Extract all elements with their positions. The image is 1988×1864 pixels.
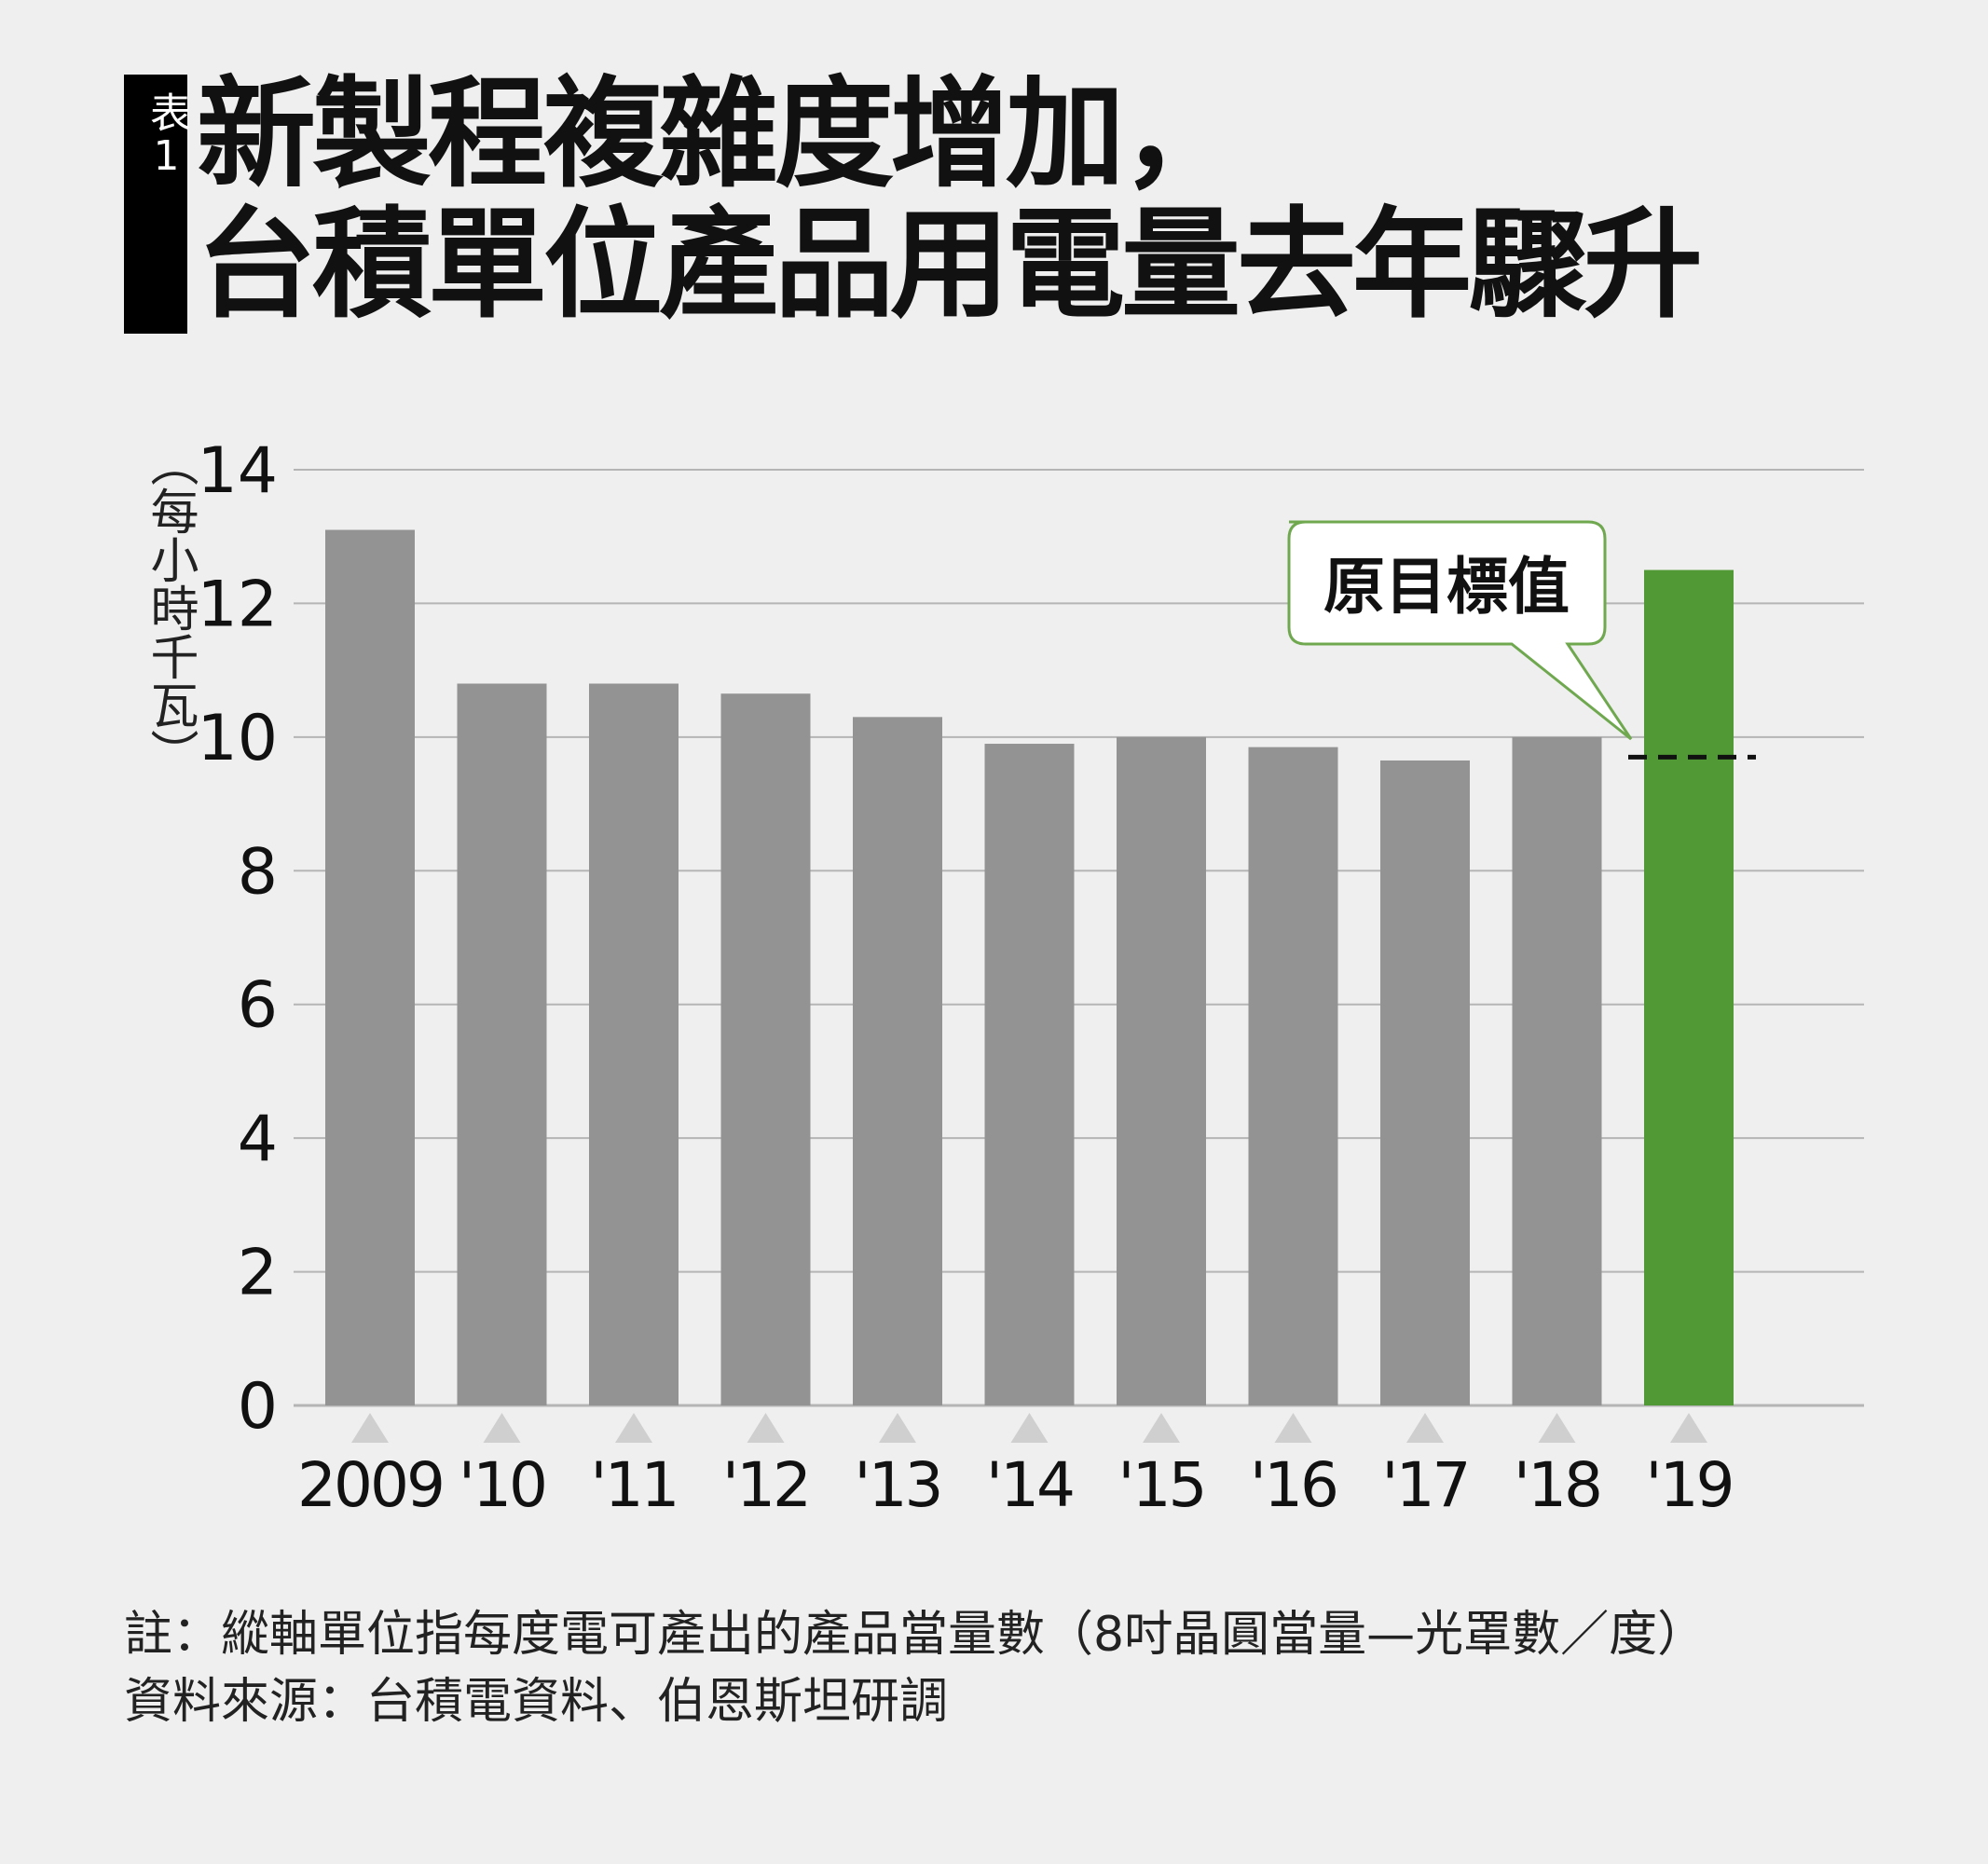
y-tick-label: 6 <box>238 969 278 1043</box>
x-marker-triangle <box>879 1413 916 1443</box>
x-marker-triangle <box>351 1413 389 1443</box>
x-tick-label: '17 <box>1381 1449 1468 1521</box>
x-tick-label: '18 <box>1514 1449 1600 1521</box>
y-axis-label: （每小時千瓦） <box>142 438 198 777</box>
table-number-label: 表1 <box>143 91 190 180</box>
x-tick-label: '19 <box>1645 1449 1732 1521</box>
x-tick-label: '13 <box>854 1449 940 1521</box>
chart-title-line-2: 台積單位產品用電量去年驟升 <box>197 196 1703 335</box>
footnote: 註：縱軸單位指每度電可產出的產品當量數（8吋晶圓當量—光罩數／度） 資料來源：台… <box>124 1601 1706 1735</box>
target-callout-label: 原目標值 <box>1323 551 1570 623</box>
x-marker-triangle <box>1274 1413 1312 1443</box>
x-tick-label: '14 <box>986 1449 1073 1521</box>
bar <box>853 717 942 1405</box>
bars <box>325 529 1734 1405</box>
x-tick-label: '16 <box>1250 1449 1337 1521</box>
x-marker-triangle <box>483 1413 521 1443</box>
y-tick-label: 14 <box>197 434 278 508</box>
x-marker-triangle <box>1670 1413 1707 1443</box>
x-tick-label: '12 <box>722 1449 809 1521</box>
y-tick-label: 10 <box>197 702 278 775</box>
bar-chart: 0 2 4 6 8 10 12 14 2009'10 '11 '12 '13 '14 '15 '16 '17… <box>197 434 1864 1521</box>
footnote-source: 資料來源：台積電資料、伯恩斯坦研調 <box>124 1674 949 1730</box>
footnote-note: 註：縱軸單位指每度電可產出的產品當量數（8吋晶圓當量—光罩數／度） <box>124 1607 1707 1663</box>
x-marker-triangle <box>1538 1413 1576 1443</box>
bar-highlight <box>1644 569 1734 1405</box>
y-tick-label: 8 <box>238 835 278 909</box>
x-tick-label: 2009 <box>297 1449 443 1521</box>
y-tick-label: 4 <box>238 1103 278 1176</box>
x-tick-label: '10 <box>459 1449 545 1521</box>
x-marker-triangle <box>1010 1413 1049 1443</box>
bar <box>1248 747 1338 1405</box>
x-marker-triangle <box>747 1413 785 1443</box>
x-tick-labels: 2009'10 '11 '12 '13 '14 '15 '16 '17 '18 '19 <box>297 1449 1735 1521</box>
bar <box>1380 760 1470 1405</box>
target-callout-box <box>1287 520 1633 741</box>
bar <box>1512 736 1602 1405</box>
bar <box>984 744 1075 1405</box>
x-tick-label: '11 <box>590 1449 677 1521</box>
y-tick-label: 0 <box>238 1370 278 1444</box>
target-annotation: 原目標值 <box>1287 520 1756 760</box>
x-tick-label: '15 <box>1117 1449 1204 1521</box>
x-marker-triangle <box>615 1413 652 1443</box>
chart-title-line-1: 新製程複雜度增加， <box>197 65 1241 204</box>
y-tick-label: 2 <box>238 1237 278 1310</box>
y-tick-labels: 0 2 4 6 8 10 12 14 <box>197 434 278 1444</box>
table-number-badge: 表1 <box>124 75 190 334</box>
bar <box>589 683 679 1405</box>
x-marker-triangle <box>1406 1413 1444 1443</box>
bar <box>1117 736 1206 1405</box>
bar <box>720 693 811 1405</box>
bar <box>325 529 415 1405</box>
x-markers <box>351 1413 1707 1443</box>
bar <box>457 683 547 1405</box>
x-marker-triangle <box>1143 1413 1180 1443</box>
y-tick-label: 12 <box>197 568 278 641</box>
